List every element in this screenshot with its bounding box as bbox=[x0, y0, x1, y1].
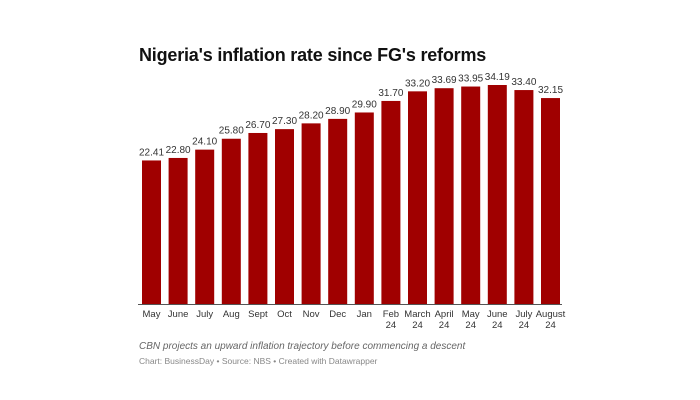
bar bbox=[221, 138, 241, 304]
bar bbox=[461, 86, 481, 304]
bar bbox=[142, 160, 161, 304]
value-label: 22.41 bbox=[139, 147, 164, 158]
bar bbox=[487, 85, 507, 304]
chart-title: Nigeria's inflation rate since FG's refo… bbox=[139, 45, 487, 65]
x-tick-label: Oct bbox=[277, 309, 292, 320]
x-tick-label: 24 bbox=[386, 320, 397, 331]
x-tick-label: Feb bbox=[383, 309, 399, 320]
x-tick-label: July bbox=[196, 309, 213, 320]
x-tick-label: 24 bbox=[545, 320, 556, 331]
x-tick-label: Jan bbox=[357, 309, 372, 320]
x-tick-label: Sept bbox=[248, 309, 268, 320]
bar bbox=[301, 123, 321, 305]
bar bbox=[168, 157, 188, 304]
value-label: 22.80 bbox=[166, 145, 191, 156]
x-tick-label: 24 bbox=[439, 320, 450, 331]
value-label: 27.30 bbox=[272, 116, 297, 127]
x-tick-label: March bbox=[404, 309, 430, 320]
value-label: 28.20 bbox=[299, 110, 324, 121]
chart-source: Chart: BusinessDay • Source: NBS • Creat… bbox=[139, 356, 378, 366]
value-label: 25.80 bbox=[219, 126, 244, 137]
bar bbox=[354, 112, 374, 304]
bar bbox=[195, 149, 215, 304]
x-tick-label: 24 bbox=[465, 320, 476, 331]
value-label: 33.69 bbox=[432, 75, 457, 86]
x-tick-label: June bbox=[168, 309, 189, 320]
x-tick-label: 24 bbox=[519, 320, 530, 331]
bar bbox=[381, 100, 401, 304]
value-label: 33.40 bbox=[511, 77, 536, 88]
x-tick-label: August bbox=[536, 309, 566, 320]
x-tick-label: Nov bbox=[303, 309, 320, 320]
value-label: 26.70 bbox=[245, 120, 270, 131]
value-label: 33.20 bbox=[405, 78, 430, 89]
x-tick-label: May bbox=[462, 309, 480, 320]
value-label: 34.19 bbox=[485, 72, 510, 83]
bar bbox=[328, 118, 348, 305]
bar bbox=[248, 132, 268, 304]
value-label: 28.90 bbox=[325, 106, 350, 117]
x-tick-label: April bbox=[435, 309, 454, 320]
value-label: 31.70 bbox=[378, 88, 403, 99]
x-tick-label: July bbox=[515, 309, 532, 320]
bar bbox=[541, 98, 560, 304]
bar bbox=[408, 91, 427, 304]
chart-caption: CBN projects an upward inflation traject… bbox=[139, 341, 466, 352]
value-label: 29.90 bbox=[352, 99, 377, 110]
value-label: 33.95 bbox=[458, 74, 483, 85]
bar bbox=[434, 88, 454, 304]
x-tick-label: 24 bbox=[492, 320, 503, 331]
value-label: 24.10 bbox=[192, 137, 217, 148]
x-tick-label: Aug bbox=[223, 309, 240, 320]
x-tick-label: Dec bbox=[329, 309, 346, 320]
bar bbox=[275, 129, 294, 304]
bar-chart: 22.41 May 22.80 June 24.10 July 25.80 Aug 26.70 S… bbox=[138, 72, 566, 331]
x-tick-label: May bbox=[143, 309, 161, 320]
x-tick-label: June bbox=[487, 309, 508, 320]
bar bbox=[514, 90, 534, 305]
x-tick-label: 24 bbox=[412, 320, 423, 331]
value-label: 32.15 bbox=[538, 85, 563, 96]
